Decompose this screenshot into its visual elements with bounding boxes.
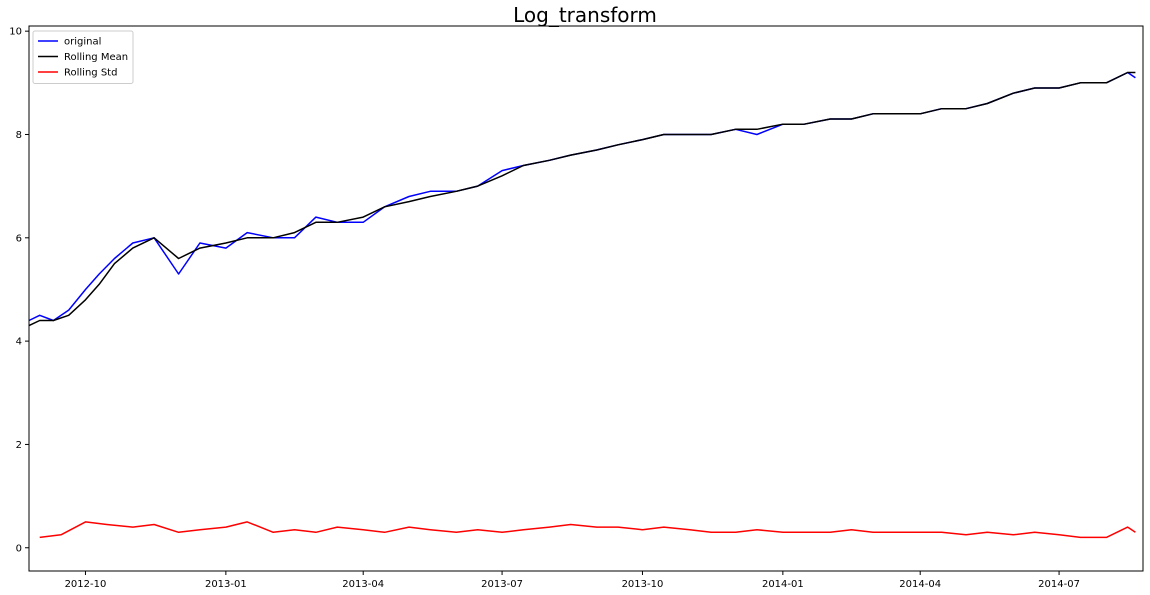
legend-box bbox=[32, 30, 134, 84]
legend-label-rolling-std: Rolling Std bbox=[64, 68, 117, 79]
y-tick-label: 4 bbox=[16, 337, 22, 348]
x-tick-label: 2013-07 bbox=[481, 579, 523, 590]
lines-layer bbox=[28, 71, 1136, 539]
y-axis: 0 2 4 6 8 10 bbox=[9, 27, 29, 554]
x-tick-label: 2014-01 bbox=[762, 579, 804, 590]
series-line-rolling-std bbox=[39, 521, 1136, 539]
legend: original Rolling Mean Rolling Std bbox=[32, 30, 134, 84]
y-tick-label: 10 bbox=[9, 27, 22, 38]
legend-label-rolling-mean: Rolling Mean bbox=[64, 52, 128, 63]
x-tick-label: 2014-07 bbox=[1038, 579, 1080, 590]
legend-label-original: original bbox=[64, 37, 101, 48]
x-tick-label: 2012-10 bbox=[65, 579, 107, 590]
y-tick-label: 2 bbox=[16, 440, 22, 451]
y-tick-label: 6 bbox=[16, 233, 22, 244]
y-tick-label: 0 bbox=[16, 543, 22, 554]
x-tick-label: 2014-04 bbox=[899, 579, 941, 590]
chart-title: Log_transform bbox=[513, 3, 657, 27]
y-tick-label: 8 bbox=[16, 130, 22, 141]
x-tick-label: 2013-01 bbox=[205, 579, 247, 590]
series-line-rolling-mean bbox=[28, 71, 1136, 327]
x-axis: 2012-10 2013-01 2013-04 2013-07 2013-10 2014-… bbox=[65, 571, 1080, 590]
x-tick-label: 2013-10 bbox=[622, 579, 664, 590]
plot-area-frame bbox=[28, 25, 1144, 572]
x-tick-label: 2013-04 bbox=[342, 579, 384, 590]
